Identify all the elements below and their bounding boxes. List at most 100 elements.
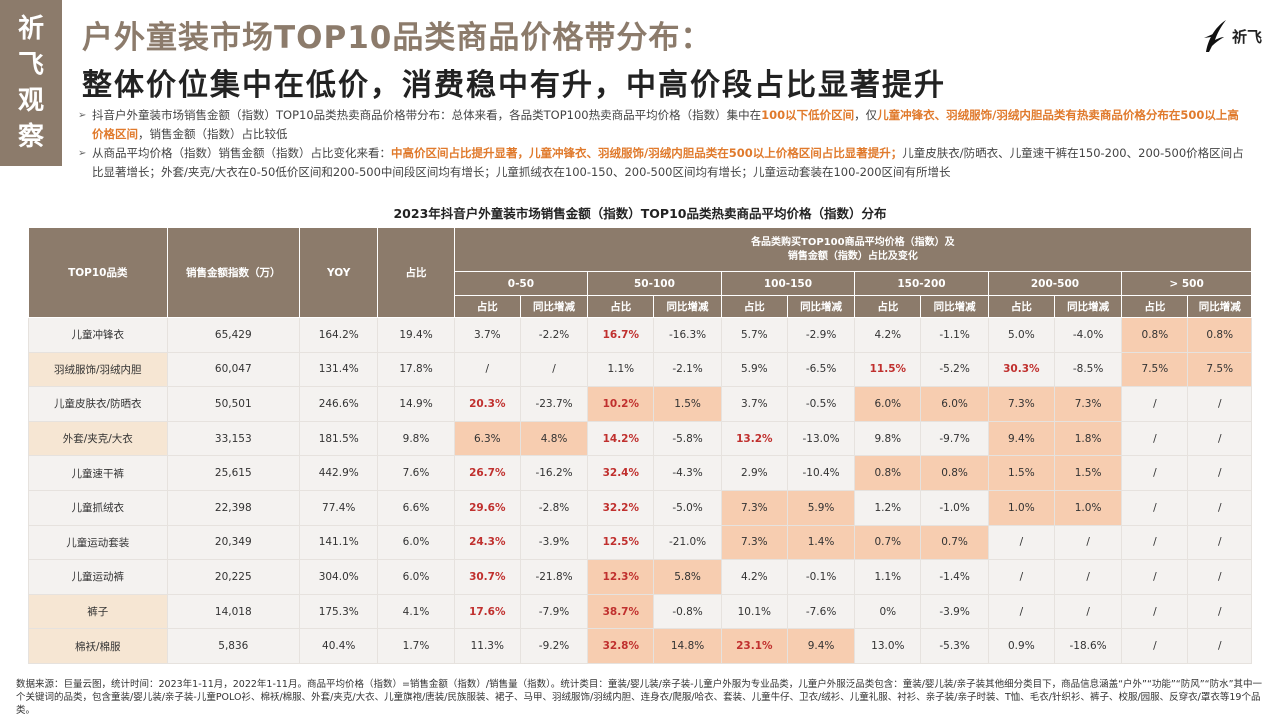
page-title: 户外童装市场TOP10品类商品价格带分布：	[82, 20, 713, 56]
cell-category: 外套/夹克/大衣	[28, 420, 168, 457]
cell-range-change: -0.5%	[786, 386, 856, 422]
cell-yoy: 304.0%	[299, 559, 379, 595]
cell-range-share: /	[1121, 628, 1189, 664]
cell-range-share: /	[1121, 386, 1189, 422]
cell-share: 17.8%	[377, 351, 455, 388]
cell-range-change: -9.2%	[519, 628, 589, 664]
header-sub-share: 占比	[453, 295, 521, 318]
cell-share: 9.8%	[377, 420, 455, 457]
cell-sales: 14,018	[166, 593, 301, 630]
cell-sales: 33,153	[166, 420, 301, 457]
cell-category: 羽绒服饰/羽绒内胆	[28, 351, 168, 388]
bullet-item: ➢ 抖音户外童装市场销售金额（指数）TOP10品类热卖商品价格带分布：总体来看，…	[78, 106, 1248, 144]
cell-range-change: /	[1053, 593, 1123, 630]
header-sub-share: 占比	[587, 295, 655, 318]
table-row: 儿童运动套装 20,349 141.1% 6.0% 24.3% -3.9% 12.5% -21…	[28, 524, 1252, 561]
cell-range-change: -0.8%	[653, 593, 722, 630]
cell-range-share: 32.8%	[587, 628, 655, 664]
cell-range-share: 30.7%	[453, 559, 521, 595]
table-row: 裤子 14,018 175.3% 4.1% 17.6% -7.9% 38.7% -0.8% 10…	[28, 593, 1252, 630]
cell-sales: 20,225	[166, 559, 301, 595]
cell-category: 儿童皮肤衣/防晒衣	[28, 386, 168, 422]
cell-range-change: 6.0%	[920, 386, 989, 422]
header-range: 0-50	[453, 271, 589, 296]
cell-range-change: 14.8%	[653, 628, 722, 664]
cell-range-share: 17.6%	[453, 593, 521, 630]
cell-category: 裤子	[28, 593, 168, 630]
table-row: 儿童速干裤 25,615 442.9% 7.6% 26.7% -16.2% 32.4% -4.…	[28, 455, 1252, 491]
cell-range-share: 3.7%	[720, 386, 788, 422]
cell-range-change: -2.2%	[519, 317, 589, 353]
cell-range-share: 11.3%	[453, 628, 521, 664]
cell-range-share: 1.0%	[987, 489, 1055, 526]
cell-range-share: 30.3%	[987, 351, 1055, 388]
cell-range-change: -5.8%	[653, 420, 722, 457]
cell-range-share: 29.6%	[453, 489, 521, 526]
bullet-text: 抖音户外童装市场销售金额（指数）TOP10品类热卖商品价格带分布：总体来看，各品…	[92, 106, 1248, 144]
cell-sales: 20,349	[166, 524, 301, 561]
cell-range-change: /	[1187, 524, 1252, 561]
bullet-item: ➢ 从商品平均价格（指数）销售金额（指数）占比变化来看：中高价区间占比提升显著，…	[78, 144, 1248, 182]
cell-category: 棉袄/棉服	[28, 628, 168, 664]
bullet-segment: ，销售金额（指数）占比较低	[138, 127, 288, 141]
arrow-marker-icon: ➢	[78, 148, 87, 159]
cell-range-share: 16.7%	[587, 317, 655, 353]
header-range: 50-100	[587, 271, 722, 296]
cell-range-share: 0.8%	[1121, 317, 1189, 353]
cell-range-share: 1.5%	[987, 455, 1055, 491]
cell-sales: 22,398	[166, 489, 301, 526]
cell-range-change: 7.5%	[1187, 351, 1252, 388]
cell-share: 6.6%	[377, 489, 455, 526]
cell-yoy: 164.2%	[299, 317, 379, 353]
brand-char: 观	[17, 86, 44, 116]
header-group: 各品类购买TOP100商品平均价格（指数）及 销售金额（指数）占比及变化	[453, 227, 1253, 272]
logo-text: 祈飞	[1231, 27, 1262, 46]
cell-range-share: 20.3%	[453, 386, 521, 422]
cell-range-change: -7.6%	[786, 593, 856, 630]
cell-range-change: -1.1%	[920, 317, 989, 353]
cell-range-change: -13.0%	[786, 420, 856, 457]
bullet-highlight: 100以下低价区间	[761, 108, 855, 122]
table-row: 儿童冲锋衣 65,429 164.2% 19.4% 3.7% -2.2% 16.7% -16.…	[28, 317, 1252, 353]
table-row: 棉袄/棉服 5,836 40.4% 1.7% 11.3% -9.2% 32.8% 14.8% 2…	[28, 628, 1252, 664]
cell-range-change: -21.0%	[653, 524, 722, 561]
cell-range-share: 32.4%	[587, 455, 655, 491]
cell-range-change: -2.1%	[653, 351, 722, 388]
cell-range-share: 24.3%	[453, 524, 521, 561]
cell-range-change: -2.8%	[519, 489, 589, 526]
table-row: 外套/夹克/大衣 33,153 181.5% 9.8% 6.3% 4.8% 14.2% -5.…	[28, 420, 1252, 457]
cell-range-change: 0.7%	[920, 524, 989, 561]
cell-range-change: 7.3%	[1053, 386, 1123, 422]
cell-range-share: /	[1121, 593, 1189, 630]
table-caption: 2023年抖音户外童装市场销售金额（指数）TOP10品类热卖商品平均价格（指数）…	[393, 206, 887, 221]
header-sub-change: 同比增减	[920, 295, 989, 318]
cell-range-share: 13.0%	[854, 628, 922, 664]
cell-range-share: 1.1%	[587, 351, 655, 388]
cell-share: 4.1%	[377, 593, 455, 630]
logo: 祈飞	[1200, 18, 1262, 54]
cell-share: 14.9%	[377, 386, 455, 422]
cell-yoy: 40.4%	[299, 628, 379, 664]
cell-range-change: 5.8%	[653, 559, 722, 595]
header-sub-change: 同比增减	[786, 295, 856, 318]
cell-range-share: /	[987, 593, 1055, 630]
cell-yoy: 77.4%	[299, 489, 379, 526]
cell-range-change: -23.7%	[519, 386, 589, 422]
header-sub-share: 占比	[1121, 295, 1189, 318]
cell-range-share: 38.7%	[587, 593, 655, 630]
cell-sales: 65,429	[166, 317, 301, 353]
cell-range-share: 12.5%	[587, 524, 655, 561]
cell-range-share: 10.1%	[720, 593, 788, 630]
bullet-highlight: 中高价区间占比提升显著，儿童冲锋衣、羽绒服饰/羽绒内胆品类在500以上价格区间占…	[391, 146, 903, 160]
header-sub-share: 占比	[854, 295, 922, 318]
header-sub-change: 同比增减	[1187, 295, 1252, 318]
cell-range-change: -5.3%	[920, 628, 989, 664]
cell-range-change: -7.9%	[519, 593, 589, 630]
cell-yoy: 246.6%	[299, 386, 379, 422]
table-row: 羽绒服饰/羽绒内胆 60,047 131.4% 17.8% //1.1% -2.1% 5.9…	[28, 351, 1252, 388]
bullet-segment: ，仅	[854, 108, 878, 122]
cell-range-change: -10.4%	[786, 455, 856, 491]
cell-range-share: /	[453, 351, 521, 388]
header-share: 占比	[377, 227, 455, 318]
cell-range-change: /	[1187, 386, 1252, 422]
